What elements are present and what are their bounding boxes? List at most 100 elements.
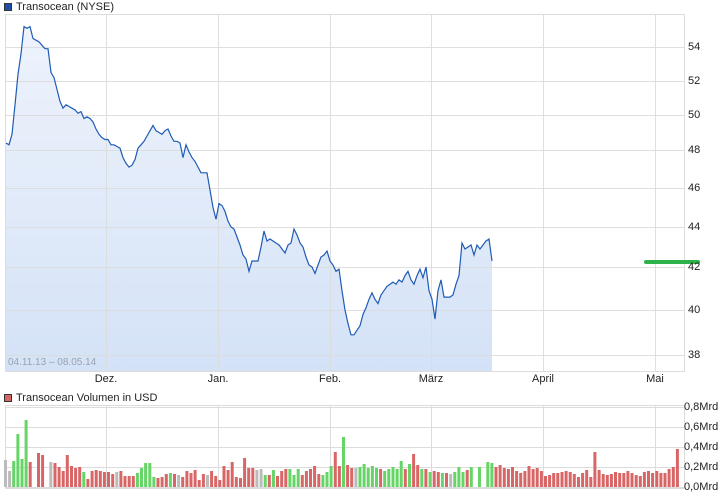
volume-bar: [358, 467, 362, 487]
volume-bar: [304, 471, 308, 487]
volume-bar: [123, 476, 127, 487]
volume-bar: [271, 470, 275, 487]
volume-bar: [329, 466, 333, 487]
volume-bar: [432, 471, 436, 487]
price-legend-label: Transocean (NYSE): [16, 1, 115, 13]
volume-bar: [589, 477, 593, 487]
volume-bar: [478, 467, 481, 487]
x-axis-label: Jan.: [207, 373, 229, 385]
volume-bar: [292, 475, 296, 487]
volume-bar: [634, 475, 638, 487]
volume-bar: [309, 469, 312, 487]
volume-bar: [115, 472, 119, 487]
volume-legend: Transocean Volumen in USD: [4, 391, 157, 405]
date-range-label: 04.11.13 – 08.05.14: [8, 357, 97, 368]
y-axis-label: 48: [688, 144, 701, 156]
volume-bar: [527, 466, 531, 487]
volume-bar: [284, 469, 288, 487]
volume-axis-label: 0,0Mrd: [684, 481, 719, 493]
volume-bar: [94, 470, 98, 487]
volume-bar: [65, 455, 69, 487]
volume-bar: [185, 471, 189, 487]
volume-bar: [197, 480, 201, 487]
volume-bar: [164, 474, 168, 487]
volume-bar: [498, 465, 502, 487]
volume-bar: [539, 471, 543, 487]
x-axis-label: Feb.: [318, 373, 342, 385]
volume-bar: [618, 473, 622, 487]
volume-bar: [4, 460, 7, 487]
volume-bar: [395, 469, 399, 487]
volume-bar: [663, 473, 667, 487]
volume-bar: [177, 475, 181, 487]
volume-bar: [111, 474, 115, 487]
volume-bar: [321, 475, 325, 487]
y-axis-label: 52: [688, 75, 701, 87]
volume-bar: [564, 471, 568, 487]
volume-bar: [247, 468, 251, 487]
volume-bar: [61, 471, 65, 487]
volume-bar: [465, 470, 469, 487]
volume-bar: [288, 469, 292, 487]
volume-bar: [243, 458, 247, 487]
volume-bar: [605, 475, 609, 487]
volume-bar: [181, 477, 185, 487]
volume-bar: [535, 468, 539, 487]
volume-bar: [226, 470, 230, 487]
volume-bar: [53, 463, 57, 487]
volume-bar: [267, 475, 271, 487]
volume-bar: [135, 473, 139, 487]
volume-bar: [601, 474, 605, 487]
volume-bar: [593, 452, 597, 487]
volume-bar: [263, 475, 267, 487]
volume-bar: [317, 474, 321, 487]
volume-bar: [12, 461, 16, 487]
volume-bar: [230, 462, 234, 487]
volume-bar: [502, 468, 506, 487]
volume-bar: [461, 472, 465, 487]
volume-bar: [424, 469, 428, 487]
volume-bar: [337, 466, 341, 487]
volume-bar: [383, 471, 387, 487]
volume-axis-label: 0,8Mrd: [684, 401, 719, 413]
volume-bar: [655, 471, 659, 487]
volume-bar: [585, 470, 589, 487]
volume-bar: [515, 471, 519, 487]
volume-bar: [276, 476, 279, 487]
volume-bar: [98, 471, 102, 487]
volume-bar: [354, 468, 358, 487]
volume-bar: [57, 467, 61, 487]
volume-bar: [280, 471, 284, 487]
volume-bar: [259, 469, 263, 487]
volume-bar: [37, 453, 40, 487]
volume-bar: [160, 477, 164, 487]
volume-bar: [403, 469, 407, 487]
volume-bar: [127, 476, 131, 487]
y-axis-label: 38: [688, 349, 701, 361]
volume-bar: [577, 477, 580, 487]
volume-bar: [531, 469, 535, 487]
volume-bar: [346, 465, 350, 487]
price-legend-swatch-icon: [4, 3, 12, 11]
volume-bar: [342, 437, 345, 487]
volume-bar: [597, 470, 601, 487]
volume-bar: [144, 463, 148, 487]
x-axis-label: Dez.: [94, 373, 118, 385]
volume-bar: [412, 454, 416, 487]
volume-bar: [379, 469, 383, 487]
volume-bar: [140, 468, 143, 487]
volume-bar: [486, 462, 490, 487]
volume-bar: [626, 471, 630, 487]
y-axis-label: 40: [688, 304, 701, 316]
volume-bar: [548, 475, 552, 487]
volume-axis-label: 0,4Mrd: [684, 441, 719, 453]
volume-bar: [581, 473, 585, 487]
volume-bar: [296, 469, 300, 487]
y-axis-label: 54: [688, 41, 701, 53]
volume-bar: [210, 471, 214, 487]
volume-bar: [638, 476, 642, 487]
volume-bar: [445, 473, 448, 487]
volume-bar: [206, 475, 209, 487]
volume-axis-label: 0,6Mrd: [684, 421, 719, 433]
volume-bar: [642, 472, 646, 487]
